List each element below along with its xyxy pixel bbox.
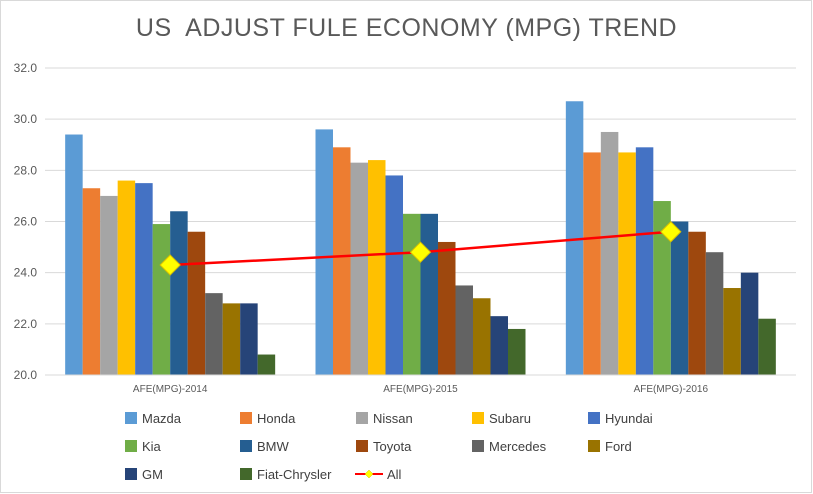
all-line-series [159,221,682,276]
bar-kia-1 [152,224,171,375]
legend: Mazda Honda Nissan Subaru Hyundai Kia BMW Toyot… [125,411,653,482]
y-tick-label: 20.0 [14,368,38,382]
bar-mercedes-2 [455,285,473,375]
bar-toyota-2 [438,241,456,375]
legend-swatch-honda [240,412,252,424]
bar-toyota-1 [187,231,206,375]
bar-mazda-2 [315,129,333,375]
x-axis-category-labels: AFE(MPG)-2014 AFE(MPG)-2015 AFE(MPG)-2016 [133,384,709,395]
legend-label-mercedes: Mercedes [489,439,547,454]
bar-bmw-1 [170,211,188,375]
legend-swatch-subaru [472,412,484,424]
legend-label-hyundai: Hyundai [605,411,653,426]
y-axis-tick-labels: 20.0 22.0 24.0 26.0 28.0 30.0 32.0 [14,61,38,382]
bar-subaru-2 [368,160,386,375]
bar-mercedes-1 [205,293,223,375]
bar-mazda-1 [65,134,83,375]
legend-marker-all [364,469,374,479]
legend-label-gm: GM [142,467,163,482]
chart-title: US ADJUST FULE ECONOMY (MPG) TREND [135,14,678,42]
bar-toyota-3 [688,231,706,375]
bar-ford-1 [222,303,241,375]
x-category-label: AFE(MPG)-2016 [634,384,709,395]
bar-gm-2 [490,316,508,375]
bar-bmw-2 [420,213,438,375]
bar-ford-2 [473,298,491,375]
bar-honda-1 [82,188,101,375]
legend-swatch-nissan [356,412,368,424]
legend-label-ford: Ford [605,439,632,454]
bar-mazda-3 [565,101,584,375]
bar-subaru-3 [618,152,636,375]
bar-ford-3 [723,288,741,375]
bars [65,101,776,375]
legend-swatch-fiat-chrysler [240,468,252,480]
legend-label-mazda: Mazda [142,411,182,426]
bar-honda-2 [333,147,351,375]
bar-gm-3 [740,272,759,375]
y-tick-label: 24.0 [14,266,38,280]
legend-label-bmw: BMW [257,439,290,454]
legend-swatch-mazda [125,412,137,424]
bar-bmw-3 [670,221,689,375]
bar-nissan-2 [350,162,368,375]
bar-fiat-chrysler-2 [508,328,526,375]
bar-honda-3 [583,152,601,375]
bar-hyundai-1 [135,183,153,375]
all-marker [409,241,432,263]
legend-swatch-hyundai [588,412,600,424]
x-category-label: AFE(MPG)-2014 [133,384,208,395]
all-marker [159,254,181,276]
legend-swatch-gm [125,468,137,480]
x-category-label: AFE(MPG)-2015 [383,384,458,395]
all-marker [660,221,682,243]
bar-gm-1 [240,303,258,375]
legend-label-all: All [387,467,402,482]
legend-label-fiat-chrysler: Fiat-Chrysler [257,467,332,482]
bar-kia-2 [403,213,421,375]
bar-nissan-1 [100,195,118,375]
y-tick-label: 28.0 [14,163,38,177]
legend-swatch-ford [588,440,600,452]
y-tick-label: 30.0 [14,112,38,126]
bar-subaru-1 [117,180,136,375]
y-tick-label: 26.0 [14,215,38,229]
legend-swatch-toyota [356,440,368,452]
legend-label-kia: Kia [142,439,162,454]
legend-label-honda: Honda [257,411,296,426]
y-tick-label: 32.0 [14,61,38,75]
legend-swatch-mercedes [472,440,484,452]
legend-label-nissan: Nissan [373,411,413,426]
bar-fiat-chrysler-3 [758,318,776,375]
bar-hyundai-3 [635,147,654,375]
legend-label-subaru: Subaru [489,411,531,426]
legend-label-toyota: Toyota [373,439,412,454]
bar-nissan-3 [600,131,619,375]
bar-mercedes-3 [705,252,724,375]
bar-hyundai-2 [385,175,403,375]
legend-swatch-bmw [240,440,252,452]
bar-kia-3 [653,201,671,375]
legend-swatch-kia [125,440,137,452]
y-tick-label: 22.0 [14,317,38,331]
bar-fiat-chrysler-1 [257,354,276,375]
